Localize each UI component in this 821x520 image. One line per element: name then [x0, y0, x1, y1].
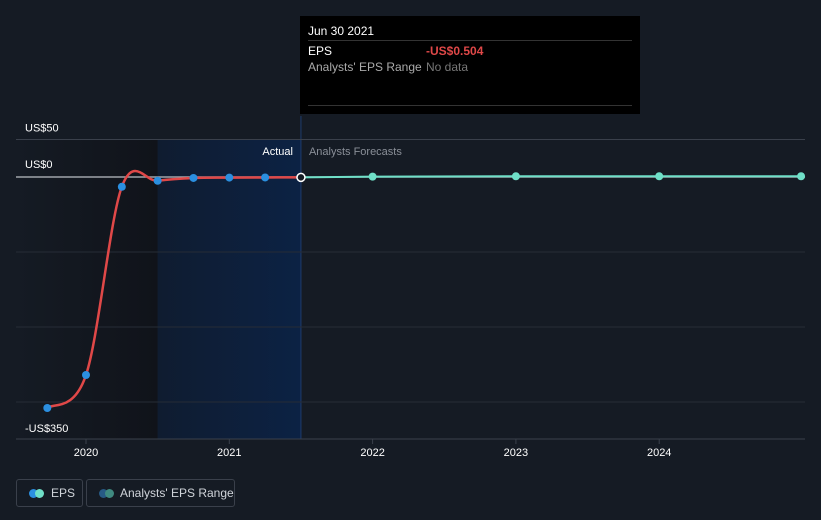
eps-point [296, 172, 306, 183]
x-tick-label: 2020 [74, 447, 98, 459]
y-tick-label: US$50 [25, 123, 59, 135]
past-region [16, 139, 158, 439]
forecast-point [655, 172, 664, 181]
actual-region [157, 139, 301, 439]
tooltip-range-value: No data [426, 60, 469, 74]
forecast-label: Analysts Forecasts [309, 146, 402, 158]
forecast-point [368, 172, 377, 181]
eps-point [82, 371, 90, 379]
tooltip-eps-value: -US$0.504 [426, 44, 484, 58]
y-tick-label: US$0 [25, 159, 53, 171]
tooltip-date: Jun 30 2021 [308, 24, 375, 38]
forecast-point [511, 172, 520, 181]
eps-point [189, 173, 198, 182]
legend-range[interactable]: Analysts' EPS Range [86, 479, 235, 507]
forecast-point [797, 172, 806, 181]
actual-label: Actual [262, 146, 293, 158]
eps-point [117, 182, 126, 191]
eps-point [43, 404, 52, 412]
x-tick-label: 2021 [217, 447, 241, 459]
x-tick-label: 2024 [647, 447, 671, 459]
legend-eps[interactable]: EPS [16, 479, 83, 507]
legend-eps-label: EPS [51, 486, 76, 500]
eps-point [261, 173, 270, 182]
tooltip: Jun 30 2021 EPS -US$0.504 Analysts' EPS … [300, 16, 640, 114]
tooltip-range-label: Analysts' EPS Range [308, 60, 422, 74]
eps-point [225, 173, 234, 182]
y-tick-label: -US$350 [25, 423, 68, 435]
eps-point [153, 176, 162, 185]
x-tick-label: 2022 [360, 447, 384, 459]
legend-range-label: Analysts' EPS Range [120, 486, 234, 500]
tooltip-eps-label: EPS [308, 44, 333, 58]
x-tick-label: 2023 [504, 447, 528, 459]
forecast-line [300, 175, 802, 179]
